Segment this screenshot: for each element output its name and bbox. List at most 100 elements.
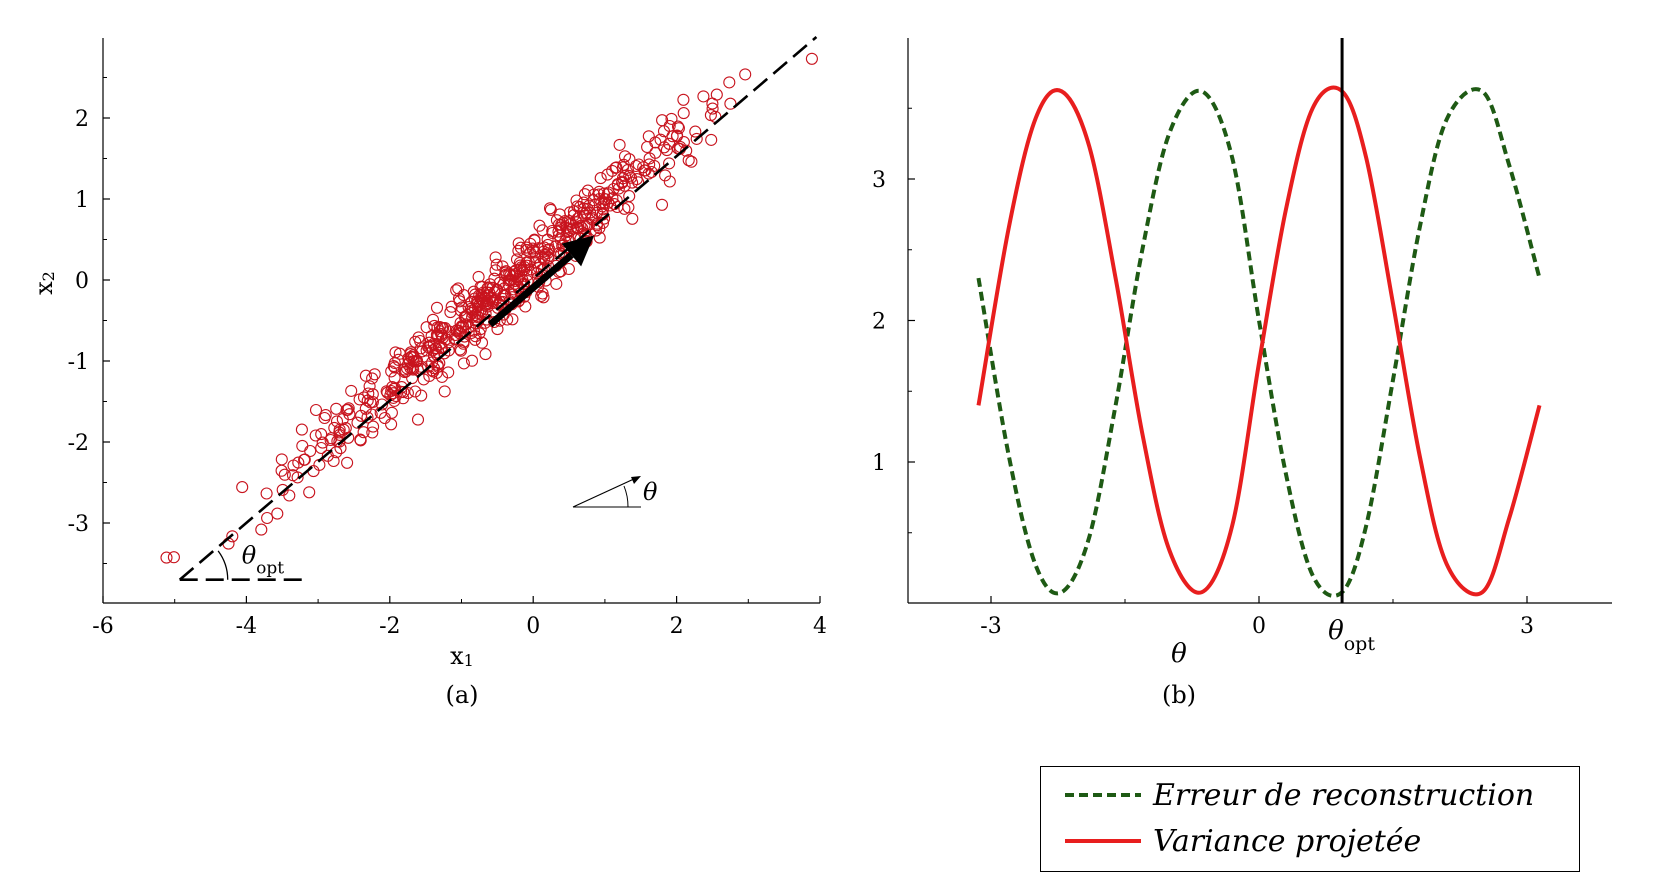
scatter-point (512, 244, 525, 257)
scatter-point (486, 281, 499, 294)
panel-a-points (160, 52, 818, 564)
scatter-point (504, 269, 517, 282)
scatter-point (392, 353, 405, 366)
scatter-point (682, 154, 695, 167)
scatter-point (309, 403, 323, 417)
scatter-point (511, 272, 524, 285)
scatter-point (469, 333, 482, 346)
panel-a: -6 -4 -2 0 2 4 -3 -2 -1 0 1 2 x1 x2 (a) θ (30, 36, 827, 709)
scatter-point (671, 129, 684, 142)
legend-label-variance: Variance projetée (1153, 823, 1422, 859)
scatter-point (261, 511, 274, 525)
scatter-point (496, 260, 509, 273)
legend-swatch-solid (1065, 839, 1141, 843)
scatter-point (375, 398, 389, 411)
scatter-point (333, 423, 346, 436)
theta-glyph-arc (623, 485, 629, 508)
scatter-point (513, 256, 526, 269)
scatter-point (477, 294, 490, 307)
scatter-point (460, 310, 473, 323)
scatter-point (677, 93, 690, 106)
scatter-point (593, 231, 606, 244)
panel-b-xtick-label: 0 (1252, 614, 1266, 639)
theta-opt-arc (217, 550, 229, 580)
scatter-point (589, 198, 602, 211)
scatter-point (552, 229, 566, 242)
scatter-point (519, 300, 532, 313)
panel-b: -3 0 3 1 2 3 θ (b) (872, 38, 1612, 709)
scatter-point (609, 161, 622, 174)
scatter-point (226, 530, 239, 543)
series-line-erreur (976, 87, 1542, 598)
scatter-point (359, 369, 372, 382)
scatter-point (458, 330, 471, 343)
scatter-point (706, 102, 719, 115)
theta-glyph-ray (572, 477, 637, 508)
scatter-point (160, 551, 173, 564)
scatter-point (536, 224, 549, 237)
scatter-point (443, 325, 456, 338)
scatter-point (550, 214, 563, 227)
scatter-point (616, 172, 630, 185)
principal-direction-arrowhead (561, 235, 595, 267)
scatter-point (671, 120, 685, 133)
scatter-point (542, 244, 555, 257)
scatter-point (611, 200, 624, 214)
scatter-point (292, 456, 305, 469)
scatter-point (255, 523, 268, 536)
scatter-point (359, 402, 372, 415)
scatter-point (490, 258, 503, 271)
scatter-point (723, 76, 736, 89)
scatter-point (724, 97, 737, 110)
scatter-point (336, 413, 349, 426)
scatter-point (521, 275, 534, 288)
scatter-point (454, 344, 468, 357)
panel-b-caption: (b) (1162, 681, 1196, 709)
scatter-point (489, 251, 502, 264)
scatter-point (697, 90, 710, 103)
scatter-point (579, 207, 593, 220)
scatter-point (482, 281, 495, 294)
scatter-point (659, 169, 672, 182)
legend: Erreur de reconstruction Variance projet… (1040, 766, 1580, 872)
scatter-point (315, 441, 328, 455)
scatter-point (655, 198, 669, 211)
scatter-point (710, 88, 723, 101)
scatter-point (598, 193, 611, 206)
scatter-point (601, 168, 614, 181)
scatter-point (167, 551, 180, 564)
scatter-point (388, 361, 401, 374)
scatter-point (550, 277, 563, 290)
scatter-point (361, 411, 374, 424)
scatter-point (236, 481, 249, 494)
scatter-point (309, 429, 322, 442)
scatter-point (641, 140, 654, 154)
scatter-point (677, 107, 690, 120)
scatter-point (537, 291, 550, 304)
scatter-point (366, 426, 379, 439)
scatter-point (626, 212, 639, 225)
panel-b-xlabel: θ (1171, 639, 1187, 669)
panel-a-xtick-label: 4 (813, 614, 827, 639)
scatter-point (489, 264, 502, 277)
scatter-point (457, 357, 470, 370)
scatter-point (680, 144, 693, 157)
scatter-point (295, 423, 308, 436)
panel-a-ytick-label: 0 (75, 269, 89, 294)
panel-a-ytick-label: -3 (68, 512, 89, 537)
scatter-point (632, 158, 645, 171)
scatter-point (491, 301, 504, 314)
scatter-point (345, 384, 358, 397)
scatter-point (649, 146, 662, 159)
theta-glyph-arrowhead (631, 476, 641, 484)
scatter-point (689, 125, 702, 138)
scatter-point (562, 262, 575, 276)
panel-a-xtick-label: -2 (379, 614, 400, 639)
scatter-point (623, 169, 636, 182)
scatter-point (543, 202, 557, 215)
scatter-point (414, 342, 428, 355)
scatter-point (491, 323, 504, 336)
principal-axis-line (178, 36, 818, 581)
scatter-point (339, 422, 352, 435)
